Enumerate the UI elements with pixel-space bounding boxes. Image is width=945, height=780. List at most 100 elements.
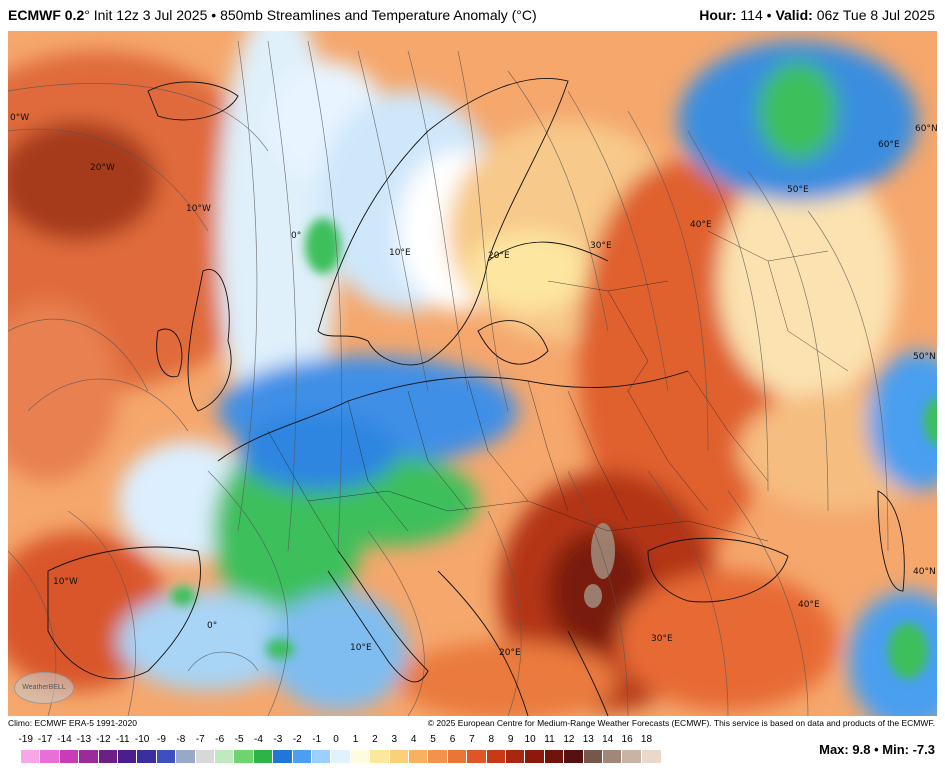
legend-tick-label: -5 [234, 734, 244, 745]
legend-swatch [408, 750, 429, 763]
legend-tick-label: 3 [391, 734, 398, 745]
legend-swatch [97, 750, 118, 763]
legend-swatch [543, 750, 565, 763]
footer-credits: Climo: ECMWF ERA-5 1991-2020 © 2025 Euro… [0, 716, 945, 730]
legend-tick-label: -6 [215, 734, 225, 745]
legend-swatch [155, 750, 177, 763]
legend-tick-label: 6 [449, 734, 456, 745]
lon-label-30e: 30°E [590, 241, 612, 251]
legend-swatch [446, 750, 468, 763]
valid-separator: • [766, 7, 772, 23]
init-time: Init 12z 3 Jul 2025 [93, 7, 208, 23]
lon-label-10w-south: 10°W [53, 577, 78, 587]
lon-label-10w: 10°W [186, 204, 211, 214]
map-canvas [8, 31, 937, 716]
legend-tick-label: -11 [115, 734, 130, 745]
legend-tick-label: -17 [37, 734, 53, 745]
valid-label: Valid: [775, 7, 813, 23]
legend-swatch [330, 750, 351, 763]
legend-swatch [524, 750, 545, 763]
header: ECMWF 0.2° Init 12z 3 Jul 2025 • 850mb S… [0, 0, 945, 30]
lat-label-40n: 40°N [913, 567, 936, 577]
legend-tick-label: -8 [176, 734, 186, 745]
legend-tick-label: 9 [507, 734, 514, 745]
degree-symbol: ° [84, 7, 90, 23]
legend-tick-label: -13 [76, 734, 92, 745]
temperature-anomaly-map[interactable]: 0°W 20°W 10°W 0° 10°E 20°E 30°E 40°E 50°… [8, 31, 937, 716]
legend-swatch [291, 750, 312, 763]
lon-label-20e: 20°E [488, 251, 510, 261]
max-value: 9.8 [852, 742, 871, 757]
legend-swatch [388, 750, 409, 763]
legend-tick-label: 5 [430, 734, 436, 745]
legend-swatch [272, 750, 293, 763]
legend-tick-label: 10 [524, 734, 536, 745]
legend-tick-label: -3 [273, 734, 283, 745]
lon-label-10e-south: 10°E [350, 643, 372, 653]
lat-label-60n: 60°N [915, 124, 937, 134]
legend-tick-label: -10 [134, 734, 150, 745]
lon-label-20e-south: 20°E [499, 648, 521, 658]
legend-swatch [58, 750, 80, 763]
legend-tick-label: 14 [602, 734, 614, 745]
max-min-stats: Max: 9.8 • Min: -7.3 [819, 742, 935, 757]
map-title: ECMWF 0.2° Init 12z 3 Jul 2025 • 850mb S… [8, 7, 537, 23]
legend-tick-label: 16 [621, 734, 633, 745]
lon-label-40e-south: 40°E [798, 600, 820, 610]
legend-tick-label: 1 [352, 734, 359, 745]
legend-swatch [466, 750, 487, 763]
legend-tick-label: -12 [96, 734, 111, 745]
legend-swatch [117, 750, 138, 763]
legend-tick-label: 2 [372, 734, 378, 745]
color-scale-legend: -19 -17 -14 -13 -12 -11 -10 -9 -8 -7 -6 -5 -4 -3 -2 -1 0… [18, 734, 680, 770]
legend-swatch [20, 750, 41, 763]
legend-swatch [640, 750, 662, 763]
model-name: ECMWF 0.2 [8, 7, 85, 23]
legend-swatch [194, 750, 215, 763]
min-label: Min: [882, 742, 909, 757]
legend-tick-label: 12 [563, 734, 575, 745]
legend-tick-label: 4 [410, 734, 417, 745]
legend-swatch [621, 750, 642, 763]
legend-swatch [349, 750, 371, 763]
title-separator: • [211, 7, 217, 23]
lon-label-20w: 20°W [90, 163, 115, 173]
min-value: -7.3 [912, 742, 935, 757]
legend-tick-label: -7 [195, 734, 205, 745]
lon-label-0: 0° [291, 231, 302, 241]
lon-label-30e-south: 30°E [651, 634, 673, 644]
legend-tick-label: 11 [544, 734, 555, 745]
legend-swatch [252, 750, 274, 763]
max-label: Max: [819, 742, 849, 757]
lat-label-50n: 50°N [913, 352, 936, 362]
legend-tick-label: -9 [157, 734, 166, 745]
legend-tick-label: -1 [312, 734, 322, 745]
legend-swatch [136, 750, 157, 763]
valid-value: 06z Tue 8 Jul 2025 [816, 7, 935, 23]
hour-value: 114 [740, 7, 763, 23]
valid-time-info: Hour: 114 • Valid: 06z Tue 8 Jul 2025 [699, 7, 935, 23]
product-name: 850mb Streamlines and Temperature Anomal… [220, 7, 537, 23]
lon-label-40e: 40°E [690, 220, 712, 230]
legend-swatch [505, 750, 526, 763]
lon-label-0w: 0°W [10, 113, 30, 123]
lon-label-10e: 10°E [389, 248, 411, 258]
legend-swatch [369, 750, 390, 763]
lon-label-0-south: 0° [207, 621, 218, 631]
lon-label-50e: 50°E [787, 185, 809, 195]
legend-swatch [563, 750, 584, 763]
legend-tick-label: -2 [292, 734, 302, 745]
legend-swatch [175, 750, 196, 763]
legend-tick-label: 18 [640, 734, 653, 745]
legend-tick-label: 13 [582, 734, 594, 745]
weatherbell-logo: WeatherBELL [14, 672, 74, 704]
climo-source: Climo: ECMWF ERA-5 1991-2020 [8, 718, 137, 728]
stats-separator: • [874, 742, 879, 757]
logo-text: WeatherBELL [22, 684, 66, 691]
hour-label: Hour: [699, 7, 737, 23]
legend-swatch [582, 750, 603, 763]
legend-swatch [427, 750, 448, 763]
legend-tick-label: -19 [18, 734, 33, 745]
legend-tick-label: 7 [469, 734, 475, 745]
legend-swatch [214, 750, 235, 763]
